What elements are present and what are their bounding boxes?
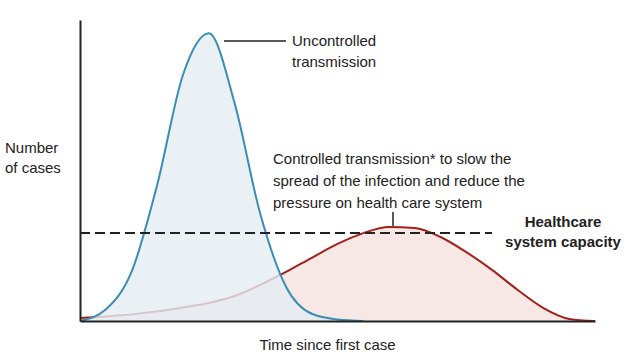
x-axis: [81, 321, 596, 322]
y-axis-title-line: of cases: [5, 159, 61, 176]
axis-line: [81, 321, 596, 323]
annotation: Uncontrolled transmission: [292, 32, 376, 70]
annotation-line: transmission: [292, 53, 376, 70]
annotation-line: pressure on health care system: [273, 194, 482, 211]
x-axis-title: Time since first case: [259, 336, 395, 353]
leader-line: [224, 40, 286, 42]
capacity-line: [80, 232, 492, 234]
capacity-label: Healthcare system capacity: [505, 213, 622, 250]
leader-line: [392, 212, 394, 226]
capacity-label-line: system capacity: [505, 233, 622, 250]
plot-marks: [80, 33, 595, 321]
y-axis-title: Number of cases: [5, 139, 61, 176]
annotation: Controlled transmission* to slow the spre…: [273, 150, 525, 211]
annotation-line: spread of the infection and reduce the: [273, 172, 525, 189]
chart: Number of cases Time since first case Healt…: [0, 0, 640, 360]
y-axis: [80, 21, 81, 322]
annotation-line: Uncontrolled: [292, 32, 376, 49]
axis-line: [80, 21, 82, 322]
annotation-line: Controlled transmission* to slow the: [273, 150, 511, 167]
y-axis-title-line: Number: [5, 139, 58, 156]
capacity-label-line: Healthcare: [525, 213, 602, 230]
